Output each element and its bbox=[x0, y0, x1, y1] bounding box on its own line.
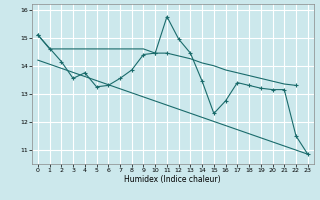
X-axis label: Humidex (Indice chaleur): Humidex (Indice chaleur) bbox=[124, 175, 221, 184]
